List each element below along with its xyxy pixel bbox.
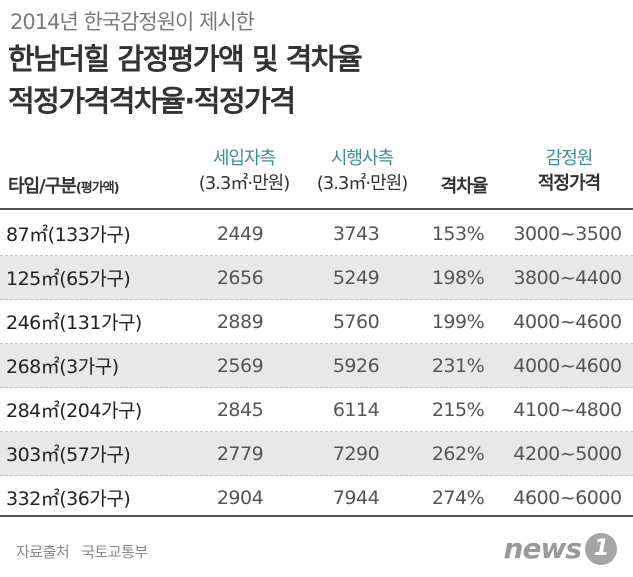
header-divider xyxy=(0,208,633,210)
column-header-appraisal: 감정원 적정가격 xyxy=(505,146,633,196)
table-row: 332㎡(36가구) 2904 7944 274% 4600~6000 xyxy=(0,476,633,519)
cell-seller: 2889 xyxy=(216,310,264,333)
cell-seller: 2904 xyxy=(216,486,264,509)
cell-market: 3743 xyxy=(332,222,380,245)
cell-market: 5926 xyxy=(332,354,380,377)
cell-type: 125㎡(65가구) xyxy=(6,268,131,290)
source-credit: 자료출처 국토교통부 xyxy=(16,541,148,562)
footer-divider xyxy=(0,515,633,517)
column-header-market-unit: (3.3㎡·만원) xyxy=(316,173,409,194)
cell-appraisal: 4100~4800 xyxy=(513,398,622,421)
cell-gap: 274% xyxy=(431,486,485,509)
news1-logo: news 1 xyxy=(504,532,617,565)
cell-type: 303㎡(57가구) xyxy=(6,444,131,466)
source-label: 자료출처 xyxy=(16,543,70,561)
cell-market: 7290 xyxy=(332,442,380,465)
cell-seller: 2449 xyxy=(216,222,264,245)
cell-market: 6114 xyxy=(332,398,380,421)
subtitle: 2014년 한국감정원이 제시한 xyxy=(10,10,255,34)
column-header-type-label: 타입/구분 xyxy=(8,176,77,197)
cell-seller: 2569 xyxy=(216,354,264,377)
table-row: 125㎡(65가구) 2656 5249 198% 3800~4400 xyxy=(0,256,633,300)
data-table: 87㎡(133가구) 2449 3743 153% 3000~3500 125㎡… xyxy=(0,212,633,519)
column-header-seller-unit: (3.3㎡·만원) xyxy=(198,173,291,194)
table-row: 246㎡(131가구) 2889 5760 199% 4000~4600 xyxy=(0,300,633,344)
column-header-type: 타입/구분(평가액) xyxy=(8,174,120,201)
cell-seller: 2779 xyxy=(216,442,264,465)
column-header-market-title: 시행사측 xyxy=(330,148,394,169)
cell-market: 7944 xyxy=(332,486,380,509)
title-line-2: 적정가격격차율·적정가격 xyxy=(8,84,296,118)
table-row: 284㎡(204가구) 2845 6114 215% 4100~4800 xyxy=(0,388,633,432)
table-row: 87㎡(133가구) 2449 3743 153% 3000~3500 xyxy=(0,212,633,256)
cell-gap: 199% xyxy=(431,310,485,333)
cell-gap: 231% xyxy=(431,354,485,377)
cell-type: 246㎡(131가구) xyxy=(6,312,142,334)
cell-type: 87㎡(133가구) xyxy=(6,224,131,246)
table-row: 268㎡(3가구) 2569 5926 231% 4000~4600 xyxy=(0,344,633,388)
cell-seller: 2845 xyxy=(216,398,264,421)
column-header-seller: 세입자측 (3.3㎡·만원) xyxy=(180,146,308,196)
column-header-appraisal-title: 감정원 xyxy=(545,148,594,169)
cell-gap: 153% xyxy=(431,222,485,245)
column-header-type-sub: (평가액) xyxy=(75,181,120,196)
cell-appraisal: 4000~4600 xyxy=(513,310,622,333)
column-header-market: 시행사측 (3.3㎡·만원) xyxy=(298,146,426,196)
column-header-seller-title: 세입자측 xyxy=(212,148,276,169)
cell-seller: 2656 xyxy=(216,266,264,289)
cell-market: 5760 xyxy=(332,310,380,333)
cell-type: 284㎡(204가구) xyxy=(6,400,142,422)
table-row: 303㎡(57가구) 2779 7290 262% 4200~5000 xyxy=(0,432,633,476)
cell-market: 5249 xyxy=(332,266,380,289)
cell-type: 268㎡(3가구) xyxy=(6,356,119,378)
cell-gap: 215% xyxy=(431,398,485,421)
cell-gap: 262% xyxy=(431,442,485,465)
cell-gap: 198% xyxy=(431,266,485,289)
cell-appraisal: 3000~3500 xyxy=(513,222,622,245)
title-line-1: 한남더힐 감정평가액 및 격차율 xyxy=(8,42,363,76)
column-header-appraisal-sub: 적정가격 xyxy=(537,173,601,194)
logo-mark: 1 xyxy=(585,532,617,565)
column-header-gap: 격차율 xyxy=(440,176,489,197)
cell-appraisal: 4200~5000 xyxy=(513,442,622,465)
source-value: 국토교통부 xyxy=(81,543,148,561)
logo-text: news xyxy=(503,532,582,565)
cell-appraisal: 4600~6000 xyxy=(513,486,622,509)
cell-appraisal: 4000~4600 xyxy=(513,354,622,377)
cell-type: 332㎡(36가구) xyxy=(6,488,131,510)
cell-appraisal: 3800~4400 xyxy=(513,266,622,289)
